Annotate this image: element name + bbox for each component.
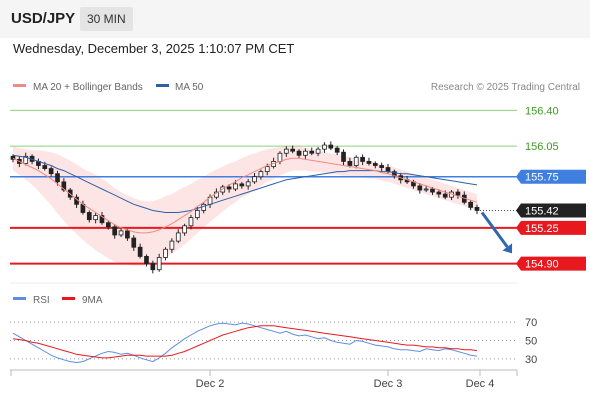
rsi-panel: 70 50 30	[10, 317, 537, 366]
candle-53	[347, 157, 353, 168]
price-legend: MA 20 + Bollinger Bands MA 50 Research ©…	[13, 82, 580, 93]
rsi-line	[12, 322, 478, 364]
candle-56	[366, 157, 372, 166]
legend-label-rsi: RSI	[33, 295, 50, 306]
candle-27	[182, 223, 187, 236]
candle-28	[188, 214, 194, 230]
candle-16	[112, 223, 118, 239]
candle-65	[423, 185, 429, 193]
candle-25	[169, 238, 175, 253]
candle-51	[334, 146, 340, 156]
candle-23	[156, 253, 162, 272]
candle-58	[379, 162, 385, 172]
candle-38	[252, 173, 257, 184]
candle-73	[474, 204, 480, 215]
candle-18	[125, 228, 130, 241]
candle-44	[290, 145, 296, 154]
candle-34	[226, 184, 232, 193]
legend-swatch-ma20	[13, 84, 26, 87]
legend-swatch-9ma	[62, 297, 75, 300]
chart-header: USD/JPY 30 MIN	[0, 0, 590, 38]
candle-39	[258, 169, 264, 180]
candle-46	[303, 148, 308, 159]
rsi-tick-2: 30	[525, 354, 537, 366]
copyright-note: Research © 2025 Trading Central	[431, 82, 580, 93]
legend-label-ma50: MA 50	[175, 82, 204, 93]
svg-text:154.90: 154.90	[525, 259, 559, 271]
candle-20	[137, 243, 143, 259]
level-label-2: 155.75	[516, 169, 586, 184]
candle-49	[322, 142, 327, 153]
ma20-line	[12, 157, 478, 234]
rsi-tick-0: 70	[525, 317, 537, 329]
candle-57	[372, 161, 378, 169]
symbol-title: USD/JPY	[11, 10, 76, 27]
level-label-3: 155.25	[516, 220, 586, 235]
candle-43	[283, 146, 289, 157]
candle-8	[61, 178, 67, 193]
candle-14	[99, 211, 105, 225]
candle-70	[455, 189, 461, 199]
level-label-0: 156.40	[525, 105, 559, 117]
candle-2	[23, 152, 29, 166]
candle-29	[194, 206, 200, 220]
candle-17	[118, 227, 124, 238]
candle-26	[175, 229, 181, 244]
x-tick-label-2: Dec 4	[466, 378, 495, 390]
candle-36	[239, 181, 245, 189]
candle-37	[245, 178, 251, 190]
x-tick-label-1: Dec 3	[374, 378, 403, 390]
candle-55	[360, 154, 365, 166]
svg-text:155.25: 155.25	[525, 223, 559, 235]
ma50-line	[12, 154, 478, 213]
svg-text:156.40: 156.40	[525, 105, 559, 117]
candle-45	[296, 149, 302, 159]
level-label-4: 154.90	[516, 256, 586, 271]
legend-label-ma20: MA 20 + Bollinger Bands	[33, 82, 143, 93]
x-tick-label-0: Dec 2	[196, 378, 225, 390]
candle-50	[328, 141, 334, 151]
candle-6	[48, 166, 54, 177]
forecast-arrow	[480, 211, 513, 254]
svg-text:155.42: 155.42	[525, 205, 559, 217]
candle-67	[436, 189, 442, 198]
timeframe-badge[interactable]: 30 MIN	[80, 7, 133, 31]
candle-12	[86, 210, 92, 223]
candle-24	[163, 247, 168, 261]
x-axis: Dec 2 Dec 3 Dec 4	[10, 369, 518, 390]
candle-47	[309, 147, 315, 156]
candle-21	[144, 254, 149, 267]
rsi-ma-line	[12, 325, 478, 359]
rsi-legend: RSI 9MA	[13, 295, 103, 306]
candle-22	[150, 260, 156, 274]
level-label-1: 156.05	[525, 141, 559, 153]
candle-54	[353, 155, 359, 169]
candle-72	[468, 200, 473, 211]
candle-7	[55, 170, 60, 186]
candle-19	[131, 235, 137, 251]
svg-text:156.05: 156.05	[525, 141, 559, 153]
candle-64	[417, 183, 423, 194]
candle-13	[93, 212, 98, 224]
legend-label-9ma: 9MA	[82, 295, 103, 306]
legend-swatch-rsi	[13, 297, 26, 300]
candle-48	[315, 147, 321, 157]
chart-datetime: Wednesday, December 3, 2025 1:10:07 PM C…	[13, 41, 295, 56]
rsi-tick-1: 50	[525, 336, 537, 348]
last-price-label: 155.42	[516, 203, 586, 218]
candle-15	[105, 220, 111, 230]
price-panel: 156.40 156.05 155.75 155.25 154.90 155.42	[10, 105, 586, 274]
candle-52	[341, 149, 346, 166]
legend-swatch-ma50	[156, 84, 169, 87]
svg-text:155.75: 155.75	[525, 172, 559, 184]
